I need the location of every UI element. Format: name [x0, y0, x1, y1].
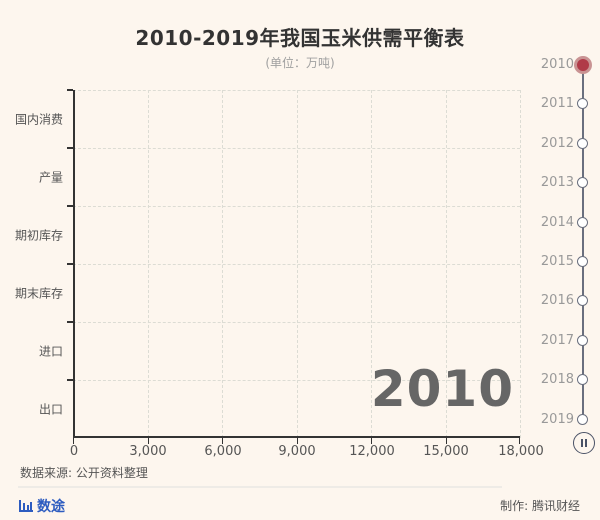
- gridline: [73, 380, 520, 381]
- x-tick: [296, 438, 298, 444]
- y-tick: [67, 379, 73, 381]
- plot-area: [67, 89, 521, 444]
- y-tick: [67, 89, 73, 91]
- gridline: [73, 322, 520, 323]
- y-tick: [67, 263, 73, 265]
- timeline-item-2019[interactable]: 2019: [520, 410, 600, 430]
- timeline-item-2010[interactable]: 2010: [520, 55, 600, 75]
- y-label-closing-stock: 期末库存: [14, 286, 63, 301]
- data-source: 数据来源: 公开资料整理: [20, 466, 148, 480]
- y-tick: [67, 147, 73, 149]
- y-axis: [73, 90, 75, 438]
- timeline-item-2012[interactable]: 2012: [520, 134, 600, 154]
- x-axis: [73, 436, 520, 438]
- timeline-dot[interactable]: [577, 295, 588, 306]
- footer-divider: [18, 486, 502, 488]
- y-label-exports: 出口: [38, 402, 63, 417]
- timeline-item-2014[interactable]: 2014: [520, 213, 600, 233]
- timeline-dot[interactable]: [577, 217, 588, 228]
- gridline: [73, 206, 520, 207]
- gridline: [73, 148, 520, 149]
- x-tick-label: 3,000: [129, 444, 167, 459]
- y-label-imports: 进口: [38, 344, 63, 359]
- pause-button[interactable]: [573, 432, 595, 454]
- pause-icon: [581, 439, 583, 447]
- y-tick: [67, 205, 73, 207]
- timeline-dot[interactable]: [577, 98, 588, 109]
- timeline-dot[interactable]: [577, 177, 588, 188]
- x-tick: [371, 438, 372, 444]
- x-tick-label: 6,000: [204, 444, 242, 459]
- x-tick-label: 15,000: [423, 444, 469, 459]
- gridline: [520, 90, 521, 438]
- brand-name: 数途: [37, 499, 65, 515]
- timeline-item-2018[interactable]: 2018: [520, 370, 600, 390]
- bar-chart-icon: [19, 500, 33, 512]
- x-tick-label: 18,000: [498, 444, 544, 459]
- y-label-production: 产量: [38, 170, 63, 185]
- timeline-dot[interactable]: [577, 374, 588, 385]
- x-tick: [445, 438, 447, 444]
- chart-subtitle: (单位：万吨): [265, 56, 335, 70]
- x-tick: [222, 438, 223, 444]
- chart-title: 2010-2019年我国玉米供需平衡表: [135, 26, 465, 50]
- y-tick: [67, 321, 73, 323]
- gridline: [73, 90, 520, 91]
- timeline-dot[interactable]: [577, 335, 588, 346]
- credit-text: 制作: 腾讯财经: [500, 499, 580, 513]
- x-tick: [519, 438, 520, 444]
- x-tick-label: 9,000: [278, 444, 316, 459]
- x-tick: [73, 438, 74, 444]
- y-label-domestic-consumption: 国内消费: [14, 112, 63, 127]
- timeline-item-2017[interactable]: 2017: [520, 331, 600, 351]
- x-tick-label: 0: [69, 444, 79, 459]
- timeline-item-2011[interactable]: 2011: [520, 94, 600, 114]
- timeline-dot[interactable]: [577, 414, 588, 425]
- current-year-watermark: 2010: [370, 360, 514, 418]
- timeline-dot[interactable]: [577, 256, 588, 267]
- y-label-opening-stock: 期初库存: [14, 228, 63, 243]
- pause-icon: [585, 439, 587, 447]
- timeline-item-2015[interactable]: 2015: [520, 252, 600, 272]
- x-tick-label: 12,000: [349, 444, 395, 459]
- x-tick: [147, 438, 149, 444]
- timeline-track[interactable]: [582, 64, 584, 421]
- brand-logo: 数途: [19, 496, 65, 516]
- gridline: [73, 264, 520, 265]
- timeline-item-2016[interactable]: 2016: [520, 291, 600, 311]
- timeline-item-2013[interactable]: 2013: [520, 173, 600, 193]
- timeline-dot[interactable]: [577, 138, 588, 149]
- timeline-dot-active[interactable]: [574, 56, 592, 74]
